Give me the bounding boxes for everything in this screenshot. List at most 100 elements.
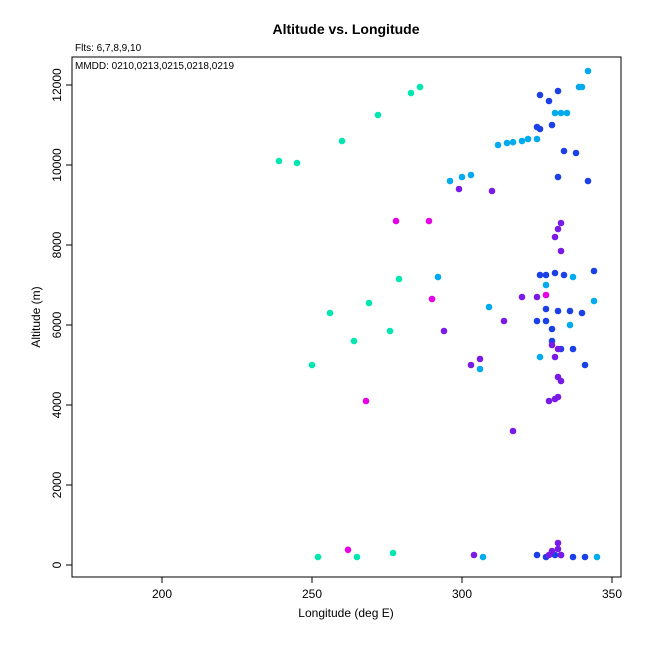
data-point — [485, 303, 493, 311]
data-point — [554, 345, 562, 353]
data-point — [425, 217, 433, 225]
x-tick-label: 350 — [602, 587, 622, 601]
data-point — [557, 377, 565, 385]
data-point — [446, 177, 454, 185]
data-point — [470, 551, 478, 559]
data-point — [548, 341, 556, 349]
data-point — [416, 83, 424, 91]
data-point — [584, 177, 592, 185]
data-point — [434, 273, 442, 281]
data-point — [503, 139, 511, 147]
data-point — [569, 345, 577, 353]
data-point — [548, 325, 556, 333]
data-point — [458, 173, 466, 181]
chart-annotation: MMDD: 0210,0213,0215,0218,0219 — [75, 61, 234, 72]
data-point — [590, 267, 598, 275]
data-point — [536, 91, 544, 99]
x-axis: 200 250 300 350 — [152, 577, 622, 601]
data-point — [560, 147, 568, 155]
data-point — [407, 89, 415, 97]
data-point — [467, 361, 475, 369]
data-point — [509, 427, 517, 435]
data-point — [557, 109, 565, 117]
data-point — [326, 309, 334, 317]
data-point — [542, 317, 550, 325]
data-point — [524, 135, 532, 143]
data-point — [293, 159, 301, 167]
data-point — [560, 271, 568, 279]
data-point — [365, 299, 373, 307]
data-point — [509, 138, 517, 146]
data-point — [557, 247, 565, 255]
y-axis: 0 2000 4000 6000 8000 10000 12000 — [50, 68, 72, 568]
data-point — [308, 361, 316, 369]
data-point — [536, 125, 544, 133]
data-point — [476, 365, 484, 373]
y-tick-label: 2000 — [50, 471, 64, 498]
data-point — [563, 109, 571, 117]
data-point — [566, 307, 574, 315]
data-point — [569, 553, 577, 561]
data-point — [533, 317, 541, 325]
data-point — [566, 321, 574, 329]
data-point — [578, 309, 586, 317]
data-point — [551, 233, 559, 241]
data-points — [275, 67, 601, 561]
data-point — [554, 173, 562, 181]
y-tick-label: 8000 — [50, 231, 64, 258]
data-point — [542, 291, 550, 299]
data-point — [554, 87, 562, 95]
data-point — [479, 553, 487, 561]
data-point — [554, 539, 562, 547]
data-point — [557, 551, 565, 559]
data-point — [362, 397, 370, 405]
data-point — [533, 293, 541, 301]
data-point — [275, 157, 283, 165]
data-point — [551, 353, 559, 361]
data-point — [374, 111, 382, 119]
x-tick-label: 200 — [152, 587, 172, 601]
data-point — [392, 217, 400, 225]
data-point — [500, 317, 508, 325]
data-point — [518, 293, 526, 301]
data-point — [542, 271, 550, 279]
data-point — [554, 545, 562, 553]
data-point — [494, 141, 502, 149]
data-point — [338, 137, 346, 145]
data-point — [518, 137, 526, 145]
data-point — [581, 361, 589, 369]
data-point — [551, 109, 559, 117]
data-point — [554, 307, 562, 315]
y-tick-label: 0 — [50, 561, 64, 568]
data-point — [548, 121, 556, 129]
data-point — [488, 187, 496, 195]
data-point — [548, 547, 556, 555]
data-point — [551, 269, 559, 277]
x-tick-label: 300 — [452, 587, 472, 601]
data-point — [533, 135, 541, 143]
data-point — [581, 553, 589, 561]
data-point — [578, 83, 586, 91]
data-point — [314, 553, 322, 561]
data-point — [476, 355, 484, 363]
x-tick-label: 250 — [302, 587, 322, 601]
data-point — [536, 353, 544, 361]
data-point — [593, 553, 601, 561]
data-point — [344, 546, 352, 554]
y-tick-label: 12000 — [50, 68, 64, 102]
data-point — [554, 393, 562, 401]
data-point — [542, 281, 550, 289]
data-point — [353, 553, 361, 561]
data-point — [440, 327, 448, 335]
y-tick-label: 4000 — [50, 391, 64, 418]
plot-frame — [71, 56, 622, 578]
data-point — [467, 171, 475, 179]
data-point — [386, 327, 394, 335]
data-point — [590, 297, 598, 305]
data-point — [584, 67, 592, 75]
data-point — [569, 273, 577, 281]
data-point — [545, 97, 553, 105]
data-point — [455, 185, 463, 193]
data-point — [428, 295, 436, 303]
data-point — [533, 551, 541, 559]
